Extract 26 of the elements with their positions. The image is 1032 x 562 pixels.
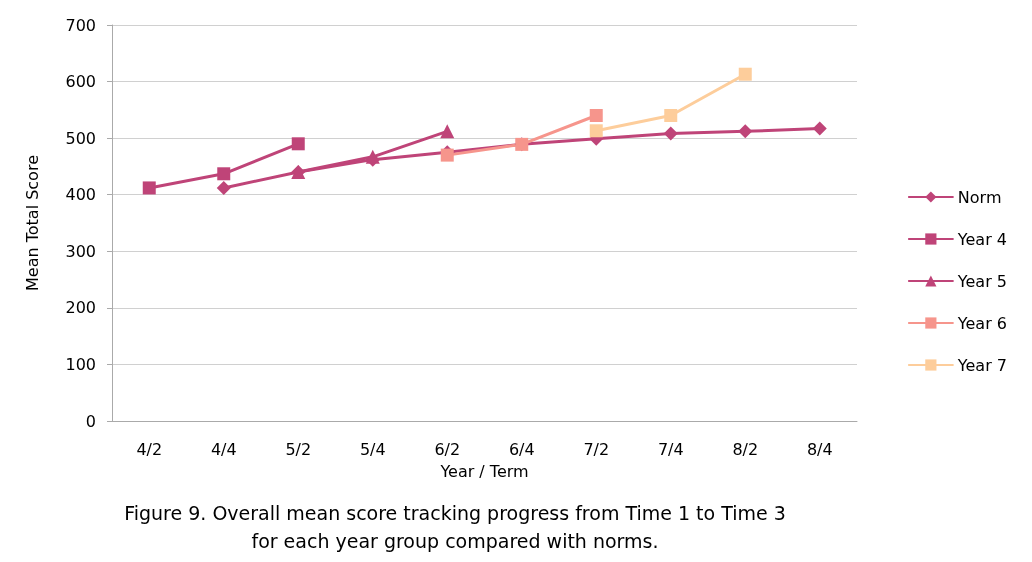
y-axis-title: Mean Total Score bbox=[22, 155, 42, 291]
legend-label: Year 4 bbox=[956, 229, 1007, 249]
x-tick-label: 4/2 bbox=[136, 439, 163, 459]
x-tick-label: 6/2 bbox=[434, 439, 461, 459]
x-tick-label: 5/2 bbox=[285, 439, 312, 459]
legend-label: Norm bbox=[957, 187, 1002, 207]
legend-label: Year 5 bbox=[956, 271, 1007, 291]
legend-label: Year 7 bbox=[956, 355, 1007, 375]
y-tick-label: 0 bbox=[85, 411, 96, 431]
x-tick-label: 7/4 bbox=[657, 439, 684, 459]
x-tick-label: 8/4 bbox=[806, 439, 833, 459]
text: Figure 9. Overall mean score tracking progress from Time 1 to Time 3 for each year group compared with norms. bbox=[124, 502, 786, 552]
y-tick-label: 600 bbox=[65, 72, 96, 92]
y-tick-label: 200 bbox=[65, 298, 96, 318]
x-axis-title: Year / Term bbox=[439, 461, 529, 481]
y-tick-label: 500 bbox=[65, 128, 96, 148]
y-tick-label: 100 bbox=[65, 354, 96, 374]
x-tick-label: 7/2 bbox=[583, 439, 610, 459]
y-tick-label: 300 bbox=[65, 241, 96, 261]
x-tick-label: 8/2 bbox=[732, 439, 759, 459]
y-tick-label: 400 bbox=[65, 185, 96, 205]
legend-label: Year 6 bbox=[956, 313, 1007, 333]
x-tick-label: 6/4 bbox=[508, 439, 535, 459]
x-tick-label: 5/4 bbox=[359, 439, 386, 459]
x-tick-label: 4/4 bbox=[210, 439, 237, 459]
y-tick-label: 700 bbox=[65, 15, 96, 35]
